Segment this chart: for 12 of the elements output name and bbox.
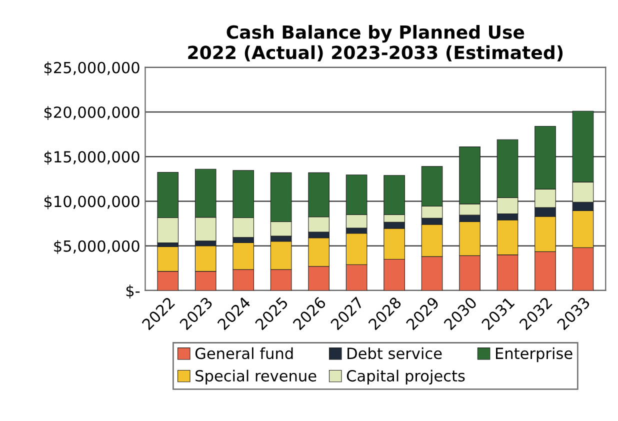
legend-label: Capital projects — [346, 370, 465, 385]
legend-label: Special revenue — [196, 370, 316, 385]
chart-title: Cash Balance by Planned Use 2022 (Actual) 2023-2033 (Estimated) — [188, 24, 563, 62]
y-tick-label: $5,000,000 — [54, 240, 140, 254]
y-tick-label: $20,000,000 — [44, 106, 140, 120]
legend-label: Enterprise — [496, 347, 572, 362]
y-tick-label: $- — [126, 284, 140, 299]
y-tick-label: $10,000,000 — [44, 195, 140, 210]
legend-label: Debt service — [348, 347, 442, 360]
legend-label: General fund — [195, 347, 293, 360]
y-tick-label: $15,000,000 — [44, 150, 140, 165]
y-tick-label: $25,000,000 — [44, 62, 140, 76]
